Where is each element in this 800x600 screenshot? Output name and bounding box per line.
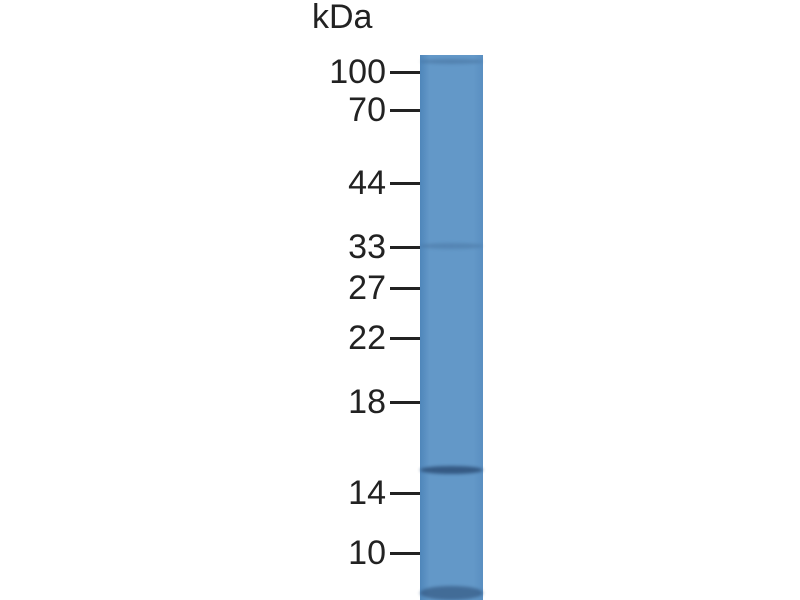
marker-70: 70 xyxy=(280,90,420,130)
marker-tick xyxy=(390,182,420,185)
marker-18: 18 xyxy=(280,382,420,422)
marker-label: 44 xyxy=(348,164,386,202)
sample-lane xyxy=(420,55,483,600)
marker-label: 70 xyxy=(348,91,386,129)
marker-tick xyxy=(390,71,420,74)
marker-label: 14 xyxy=(348,474,386,512)
unit-label: kDa xyxy=(312,0,373,36)
marker-label: 22 xyxy=(348,319,386,357)
marker-label: 18 xyxy=(348,383,386,421)
marker-tick xyxy=(390,337,420,340)
marker-100: 100 xyxy=(280,52,420,92)
main-band xyxy=(420,466,483,474)
marker-label: 33 xyxy=(348,228,386,266)
marker-14: 14 xyxy=(280,473,420,513)
marker-22: 22 xyxy=(280,318,420,358)
bottom-band xyxy=(420,586,483,600)
marker-tick xyxy=(390,401,420,404)
faint-band xyxy=(420,243,483,249)
marker-33: 33 xyxy=(280,227,420,267)
marker-tick xyxy=(390,246,420,249)
marker-label: 100 xyxy=(329,53,386,91)
marker-tick xyxy=(390,552,420,555)
marker-10: 10 xyxy=(280,533,420,573)
marker-tick xyxy=(390,287,420,290)
faint-band-top xyxy=(420,59,483,64)
marker-label: 10 xyxy=(348,534,386,572)
marker-44: 44 xyxy=(280,163,420,203)
marker-label: 27 xyxy=(348,269,386,307)
marker-tick xyxy=(390,109,420,112)
marker-27: 27 xyxy=(280,268,420,308)
marker-tick xyxy=(390,492,420,495)
